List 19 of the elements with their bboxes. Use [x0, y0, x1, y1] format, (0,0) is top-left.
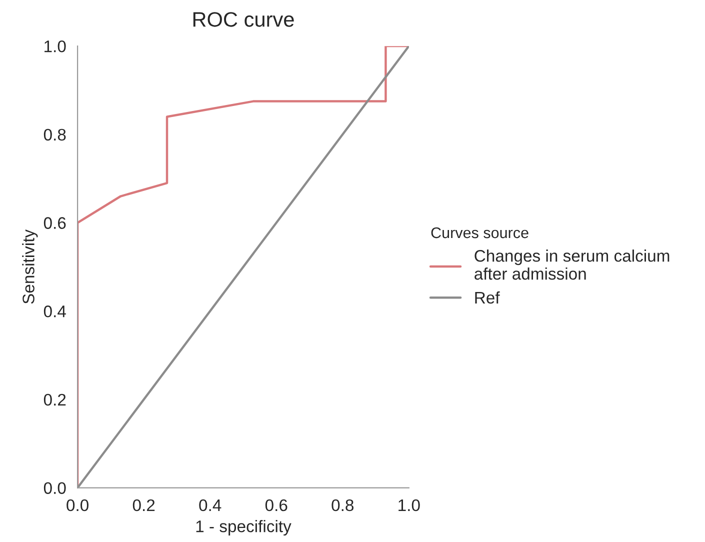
- legend-title: Curves source: [431, 227, 528, 238]
- y-tick-label: 0.8: [44, 128, 66, 141]
- x-axis-title: 1 - specificity: [196, 520, 292, 536]
- y-axis-title: Sensitivity: [22, 229, 38, 304]
- x-tick-label: 0.2: [132, 499, 155, 512]
- y-tick-label: 0.2: [44, 394, 66, 406]
- legend-label: Ref: [475, 291, 500, 304]
- x-tick-label: 1.0: [398, 499, 420, 512]
- line-series: [78, 46, 409, 488]
- y-tick-label: 1.0: [44, 40, 66, 52]
- y-tick-label: 0.4: [44, 306, 66, 318]
- y-tick-label: 0.0: [44, 482, 66, 494]
- x-tick-label: 0.4: [199, 499, 222, 512]
- y-tick-label: 0.6: [44, 217, 66, 229]
- legend-label: Changes in serum calcium after admission: [474, 250, 670, 280]
- x-tick-label: 0.6: [265, 499, 288, 512]
- chart-title: ROC curve: [193, 12, 294, 27]
- x-tick-label: 0.0: [66, 499, 88, 512]
- x-tick-label: 0.8: [332, 499, 354, 512]
